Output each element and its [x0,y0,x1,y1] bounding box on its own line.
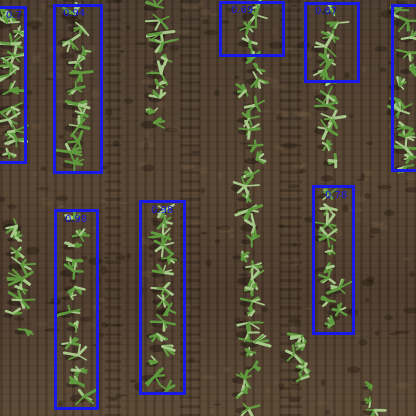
detection-box: 0.98 [139,200,186,395]
detection-box: 0.67 [304,2,360,83]
confidence-label: 0.69 [231,5,254,16]
detection-box: 0.7 [0,6,27,164]
detection-box: 0.94 [53,4,103,174]
confidence-label: 0.98 [151,205,174,216]
confidence-label: 0.98 [65,214,88,225]
confidence-label: 0.7 [6,10,22,21]
confidence-label: 0.94 [63,8,86,19]
confidence-label: 0.78 [325,190,348,201]
detection-box [391,4,416,172]
detection-box: 0.98 [54,209,99,410]
confidence-label: 0.67 [315,6,338,17]
detection-box: 0.78 [312,185,355,335]
detection-box: 0.69 [219,1,285,57]
